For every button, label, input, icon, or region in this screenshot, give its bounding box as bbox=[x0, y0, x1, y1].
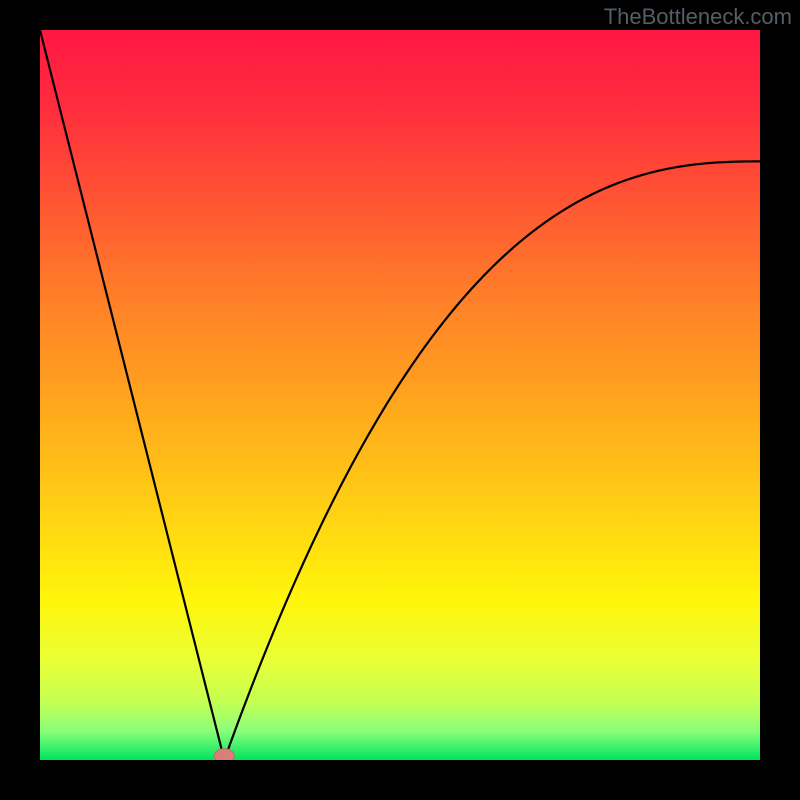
gradient-background bbox=[40, 30, 760, 760]
minimum-marker bbox=[214, 749, 234, 760]
chart-frame: TheBottleneck.com bbox=[0, 0, 800, 800]
watermark-text: TheBottleneck.com bbox=[604, 4, 792, 30]
chart-svg bbox=[40, 30, 760, 760]
plot-area bbox=[40, 30, 760, 760]
